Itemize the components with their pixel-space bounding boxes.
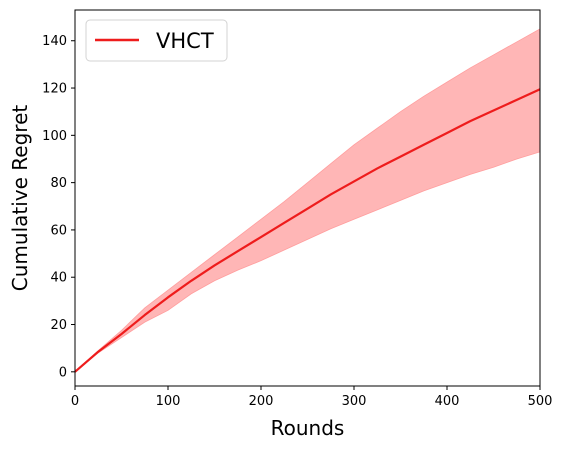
y-axis-title: Cumulative Regret (8, 105, 32, 292)
x-tick-label: 400 (435, 394, 460, 409)
x-axis-title: Rounds (271, 416, 345, 440)
y-tick-label: 100 (42, 129, 67, 144)
x-tick-label: 300 (342, 394, 367, 409)
x-tick-label: 0 (71, 394, 79, 409)
axes-frame (74, 9, 541, 387)
y-tick-label: 140 (42, 34, 67, 49)
legend: VHCT (85, 19, 228, 62)
y-tick-label: 60 (50, 223, 67, 238)
x-tick-label: 500 (528, 394, 553, 409)
y-tick-label: 20 (50, 318, 67, 333)
axes: 0 100 200 300 400 500 0 20 40 60 80 100 120 140 (42, 9, 553, 409)
y-tick-label: 80 (50, 176, 67, 191)
x-tick-label: 100 (156, 394, 181, 409)
legend-label: VHCT (156, 29, 214, 53)
y-tick-label: 40 (50, 271, 67, 286)
series-line-0 (74, 88, 541, 373)
legend-box (85, 19, 228, 62)
y-tick-label: 0 (59, 365, 67, 380)
x-tick-label: 200 (249, 394, 274, 409)
y-tick-label: 120 (42, 82, 67, 97)
